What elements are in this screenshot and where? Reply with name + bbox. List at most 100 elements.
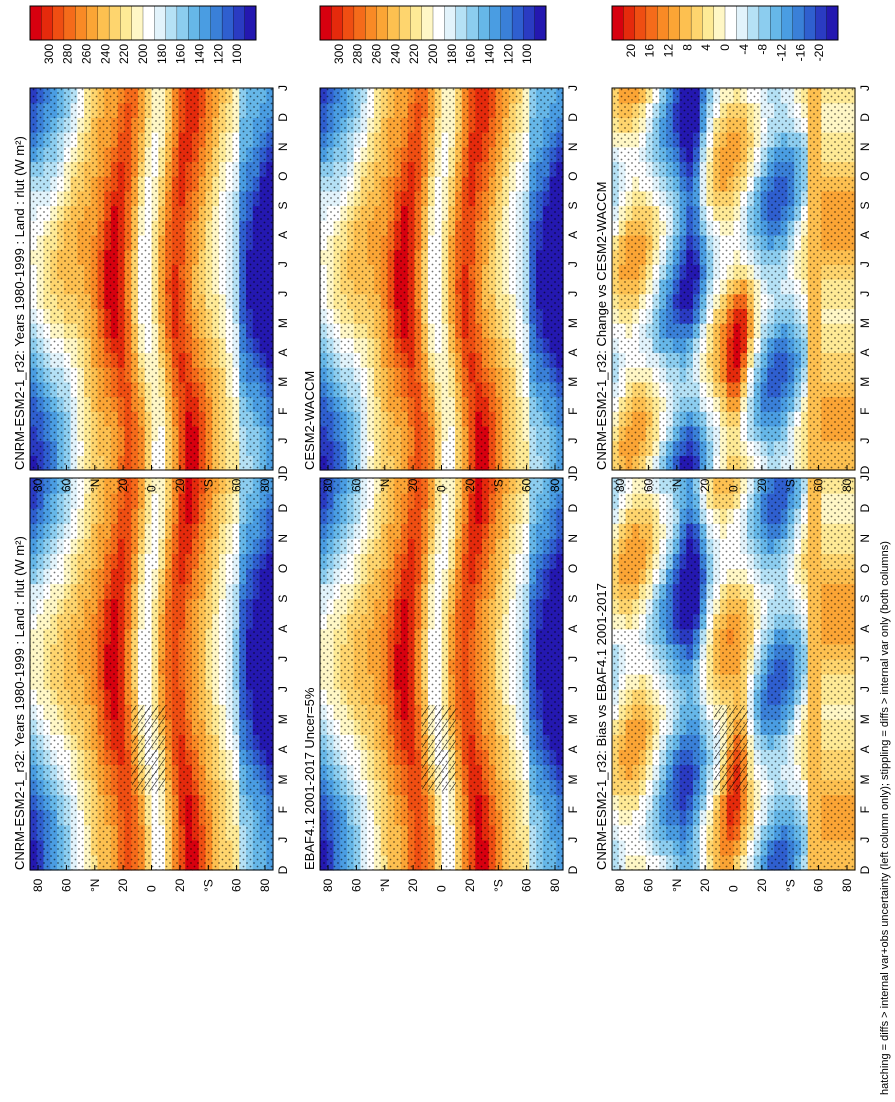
month-tick-label: F <box>276 408 290 415</box>
month-tick-label: A <box>566 625 580 633</box>
colorbar-swatch <box>120 5 133 41</box>
colorbar-swatch <box>233 5 246 41</box>
colorbar-tick-label: 200 <box>426 44 440 64</box>
month-tick-label: D <box>566 865 580 874</box>
lat-tick-label: 80 <box>258 878 272 892</box>
month-tick-label: A <box>276 745 290 753</box>
colorbar-swatch <box>410 5 423 41</box>
colorbar-tick-label: 260 <box>370 44 384 64</box>
colorbar-swatch <box>489 5 502 41</box>
month-tick-label: D <box>858 865 872 874</box>
colorbar-swatch <box>342 5 355 41</box>
month-tick-label: M <box>276 377 290 387</box>
month-tick-label: J <box>276 261 290 267</box>
month-tick-label: S <box>858 595 872 603</box>
colorbar-swatch <box>63 5 76 41</box>
month-tick-label: J <box>566 837 580 843</box>
lat-tick-label: °S <box>783 879 797 892</box>
panel-title: CNRM-ESM2-1_r32: Years 1980-1999 : Land … <box>12 536 27 870</box>
month-tick-label: D <box>276 865 290 874</box>
lat-tick-label: 20 <box>698 878 712 892</box>
month-tick-label: J <box>566 686 580 692</box>
colorbar-tick-label: 160 <box>174 44 188 64</box>
month-tick-label: O <box>566 172 580 181</box>
colorbar-swatch <box>500 5 513 41</box>
month-tick-label: J <box>566 656 580 662</box>
lat-tick-label: 80 <box>258 478 272 492</box>
colorbar-tick-label: 160 <box>464 44 478 64</box>
panel-title: EBAF4.1 2001-2017 Uncer=5% <box>302 687 317 870</box>
lat-tick-label: 20 <box>406 878 420 892</box>
colorbar-swatch <box>108 5 121 41</box>
month-tick-label: N <box>566 534 580 543</box>
month-tick-label: F <box>566 408 580 415</box>
month-tick-label: J <box>276 656 290 662</box>
lat-tick-label: 0 <box>145 885 159 892</box>
colorbar-swatch <box>376 5 389 41</box>
month-tick-label: N <box>276 142 290 151</box>
lat-tick-label: 60 <box>230 478 244 492</box>
panel-5: 80 60 °N 20 0 20 °S 60 80DJFMAMJJASONDJCNRM-ESM2… <box>594 396 872 892</box>
month-tick-label: A <box>276 231 290 239</box>
colorbar-swatch <box>199 5 212 41</box>
lat-tick-label: 20 <box>463 478 477 492</box>
month-tick-label: J <box>276 837 290 843</box>
month-tick-label: J <box>276 475 290 481</box>
colorbar-swatch <box>353 5 366 41</box>
colorbar-swatch <box>188 5 200 41</box>
colorbar-swatch <box>511 5 524 41</box>
lat-tick-label: 80 <box>31 878 45 892</box>
colorbar-swatch <box>478 5 490 41</box>
hatching-overlay <box>422 705 457 792</box>
lat-tick-label: 20 <box>116 878 130 892</box>
month-tick-label: D <box>276 465 290 474</box>
panel-title: CNRM-ESM2-1_r32: Bias vs EBAF4.1 2001-20… <box>594 583 609 870</box>
panel-1: 80 60 °N 20 0 20 °S 60 80DJFMAMJJASONDJCNRM-ESM2… <box>12 396 290 892</box>
colorbar-swatch <box>432 5 445 41</box>
month-tick-label: M <box>276 775 290 785</box>
colorbar-swatch <box>455 5 468 41</box>
colorbar-tick-label: 100 <box>520 44 534 64</box>
lat-tick-label: °N <box>670 879 684 892</box>
colorbar-swatch <box>210 5 223 41</box>
lat-tick-label: 60 <box>59 878 73 892</box>
colorbar-swatch <box>387 5 400 41</box>
hatching-overlay <box>714 705 749 792</box>
month-tick-label: S <box>566 201 580 209</box>
month-tick-label: S <box>566 595 580 603</box>
lat-tick-label: 60 <box>812 878 826 892</box>
hatching-overlay <box>132 705 167 792</box>
month-tick-label: A <box>276 348 290 356</box>
lat-tick-label: 0 <box>727 885 741 892</box>
month-tick-label: A <box>858 745 872 753</box>
lat-tick-label: 20 <box>173 478 187 492</box>
month-tick-label: J <box>858 686 872 692</box>
colorbar-tick-label: 300 <box>332 44 346 64</box>
lat-tick-label: °S <box>491 879 505 892</box>
colorbar-tick-label: 180 <box>155 44 169 64</box>
colorbar-swatch <box>29 5 42 41</box>
panel-4: 80 60 °N 20 0 20 °S 60 80DJFMAMJJASONDJCESM2-WAC… <box>302 5 580 492</box>
lat-tick-label: 0 <box>435 885 449 892</box>
colorbar-tick-label: 280 <box>61 44 75 64</box>
lat-tick-label: 60 <box>349 478 363 492</box>
lat-tick-label: 80 <box>321 878 335 892</box>
colorbar-tick-label: 180 <box>445 44 459 64</box>
month-tick-label: M <box>566 775 580 785</box>
colorbar-swatch <box>52 5 65 41</box>
lat-tick-label: °N <box>88 479 102 492</box>
month-tick-label: M <box>566 318 580 328</box>
month-tick-label: F <box>276 806 290 813</box>
colorbar-swatch <box>221 5 234 41</box>
month-tick-label: M <box>858 714 872 724</box>
month-tick-label: J <box>566 291 580 297</box>
month-tick-label: D <box>276 113 290 122</box>
lat-tick-label: 20 <box>463 878 477 892</box>
month-tick-label: F <box>566 806 580 813</box>
colorbar-swatch <box>75 5 87 41</box>
colorbar-swatch <box>466 5 479 41</box>
colorbar-frame <box>319 5 547 41</box>
month-tick-label: D <box>566 113 580 122</box>
